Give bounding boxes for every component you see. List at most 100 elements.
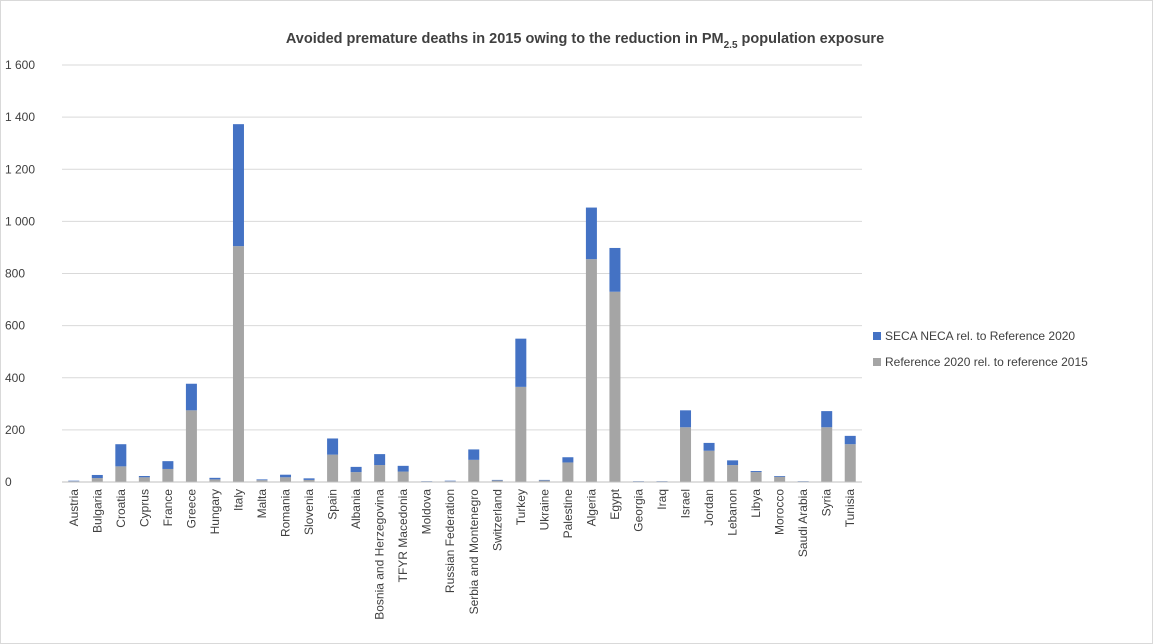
bar-segment [303,478,315,480]
x-tick-label: Morocco [773,489,787,535]
bar-segment [468,449,480,460]
x-tick-label: Albania [349,489,363,529]
x-tick-label: Tunisia [843,489,857,528]
bar-segment [609,291,621,482]
bar-segment [91,474,103,479]
chart-title: Avoided premature deaths in 2015 owing t… [286,31,884,51]
bar-segment [280,477,292,482]
legend-swatch [873,332,881,340]
y-tick-label: 1 600 [5,58,35,72]
x-tick-label: Moldova [420,489,434,535]
bar-segment [585,259,597,482]
x-tick-label: Syria [820,489,834,517]
bar-segment [680,427,692,482]
bar-segment [727,460,739,466]
bar-segment [350,472,362,482]
x-tick-label: Austria [67,489,81,527]
bar-segment [468,459,480,482]
x-tick-label: Hungary [208,489,222,534]
x-tick-label: Algeria [584,489,598,527]
bar-segment [256,480,268,482]
bar-segment [209,477,221,480]
bar-segment [750,471,762,473]
x-tick-label: Greece [184,489,198,529]
bar-segment [397,471,409,482]
y-tick-label: 400 [5,371,25,385]
x-tick-label: Libya [749,489,763,518]
y-tick-label: 1 400 [5,110,35,124]
x-tick-label: Serbia and Montenegro [467,489,481,615]
bar-segment [68,480,80,482]
x-tick-label: Ukraine [537,489,551,531]
x-tick-label: Turkey [514,489,528,525]
y-tick-label: 0 [5,475,12,489]
x-tick-label: Bosnia and Herzegovina [373,489,387,620]
x-axis: Austria Bulgaria Croatia Cyprus France Greece… [67,488,857,619]
bar-segment [138,477,150,482]
legend: SECA NECA rel. to Reference 2020 Referenc… [873,329,1088,369]
bar-segment [162,468,174,482]
chart-title-subscript: 2.5 [724,40,738,51]
x-tick-label: Slovenia [302,489,316,535]
bar-segment [821,427,833,482]
x-tick-label: Saudi Arabia [796,489,810,557]
y-tick-label: 800 [5,267,25,281]
bar-segment [844,435,856,445]
x-tick-label: Malta [255,489,269,519]
bar-segment [491,479,503,481]
x-tick-label: Palestine [561,489,575,539]
y-tick-label: 1 000 [5,214,35,228]
bar-segment [185,383,197,411]
bar-segment [327,454,339,482]
bar-segment [280,474,292,478]
x-tick-label: Switzerland [490,489,504,551]
x-tick-label: Bulgaria [90,489,104,533]
bar-segment [515,386,527,482]
y-axis: 0 200 400 600 800 1 000 1 200 1 400 1 600 [5,58,35,489]
bar-segment [774,476,786,482]
x-tick-label: Cyprus [137,489,151,527]
x-tick-label: Lebanon [726,489,740,536]
bar-segment [397,465,409,472]
bar-segment [185,410,197,482]
bar-segment [680,410,692,428]
bar-segment [232,124,244,247]
x-tick-label: Iraq [655,489,669,510]
bar-segment [374,454,386,466]
y-tick-label: 1 200 [5,162,35,176]
x-tick-label: Italy [231,489,245,511]
bar-segment [609,247,621,292]
bar-segment [703,442,715,451]
bar-segment [327,438,339,455]
bar-segment [538,479,550,481]
x-tick-label: France [161,489,175,527]
legend-swatch [873,358,881,366]
bar-segment [115,444,127,467]
bar-segment [585,207,597,260]
bar-segment [138,476,150,478]
bar-segment [515,338,527,387]
x-tick-label: TFYR Macedonia [396,489,410,583]
x-tick-label: Egypt [608,488,622,519]
bar-segment [232,246,244,482]
bar-segment [91,478,103,482]
x-tick-label: Israel [679,489,693,518]
bar-segment [162,461,174,469]
x-tick-label: Croatia [114,489,128,528]
bar-segment [115,466,127,482]
bar-segment [727,465,739,482]
x-tick-label: Georgia [631,489,645,532]
x-tick-label: Romania [279,489,293,537]
bar-segment [374,465,386,482]
bar-segment [256,479,268,481]
bars [68,124,856,482]
bar-segment [562,462,574,482]
legend-label: Reference 2020 rel. to reference 2015 [885,355,1088,369]
bar-segment [350,466,362,473]
y-tick-label: 600 [5,319,25,333]
bar-segment [491,480,503,482]
x-tick-label: Spain [326,489,340,520]
bar-segment [750,472,762,482]
